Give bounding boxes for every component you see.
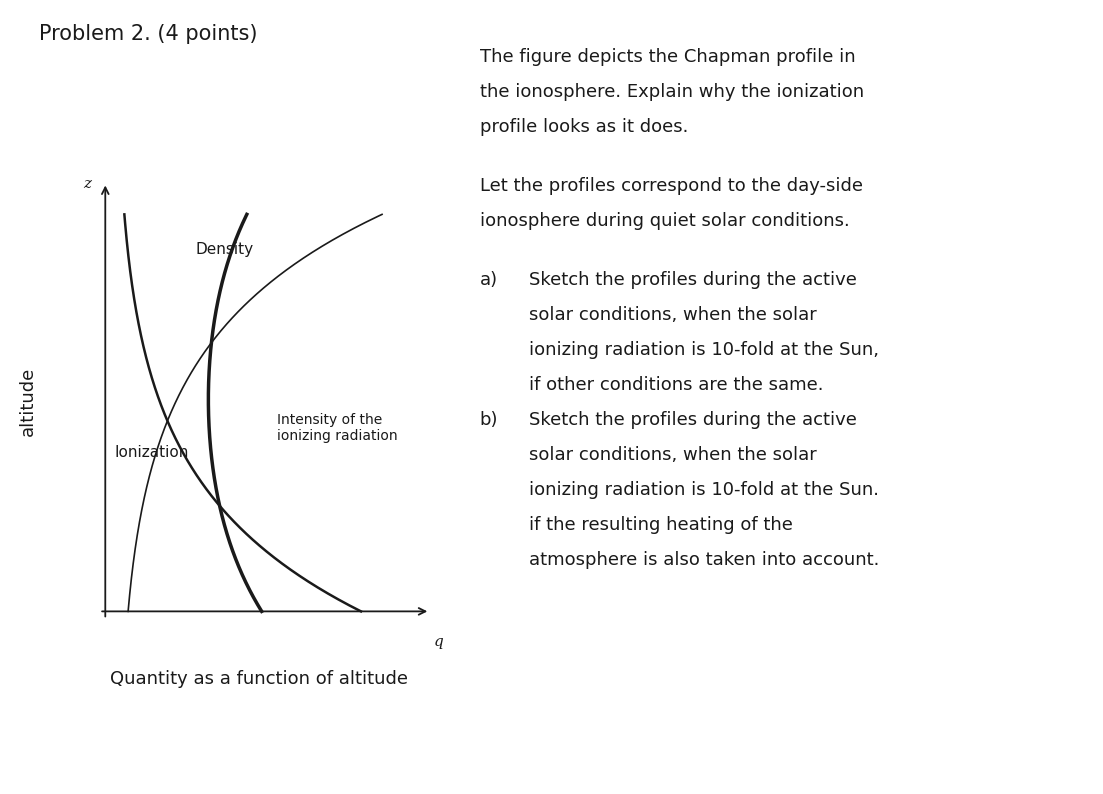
Text: Sketch the profiles during the active: Sketch the profiles during the active xyxy=(529,411,857,429)
Text: Intensity of the
ionizing radiation: Intensity of the ionizing radiation xyxy=(277,413,397,443)
Text: Ionization: Ionization xyxy=(115,445,189,460)
Text: a): a) xyxy=(480,272,497,289)
Text: z: z xyxy=(83,176,92,191)
Text: atmosphere is also taken into account.: atmosphere is also taken into account. xyxy=(529,551,880,569)
Text: Let the profiles correspond to the day-side: Let the profiles correspond to the day-s… xyxy=(480,177,863,195)
Text: q: q xyxy=(433,635,443,649)
Text: ionizing radiation is 10-fold at the Sun.: ionizing radiation is 10-fold at the Sun… xyxy=(529,481,879,499)
Text: Quantity as a function of altitude: Quantity as a function of altitude xyxy=(110,670,408,688)
Text: The figure depicts the Chapman profile in: The figure depicts the Chapman profile i… xyxy=(480,48,856,66)
Text: solar conditions, when the solar: solar conditions, when the solar xyxy=(529,446,817,464)
Text: Density: Density xyxy=(195,242,254,257)
Text: if the resulting heating of the: if the resulting heating of the xyxy=(529,516,793,534)
Text: b): b) xyxy=(480,411,499,429)
Text: Problem 2. (4 points): Problem 2. (4 points) xyxy=(39,24,257,44)
Text: solar conditions, when the solar: solar conditions, when the solar xyxy=(529,306,817,324)
Text: Sketch the profiles during the active: Sketch the profiles during the active xyxy=(529,272,857,289)
Text: ionosphere during quiet solar conditions.: ionosphere during quiet solar conditions… xyxy=(480,212,849,229)
Text: profile looks as it does.: profile looks as it does. xyxy=(480,118,688,136)
Text: altitude: altitude xyxy=(19,366,36,436)
Text: ionizing radiation is 10-fold at the Sun,: ionizing radiation is 10-fold at the Sun… xyxy=(529,341,879,359)
Text: the ionosphere. Explain why the ionization: the ionosphere. Explain why the ionizati… xyxy=(480,83,864,101)
Text: if other conditions are the same.: if other conditions are the same. xyxy=(529,376,824,394)
